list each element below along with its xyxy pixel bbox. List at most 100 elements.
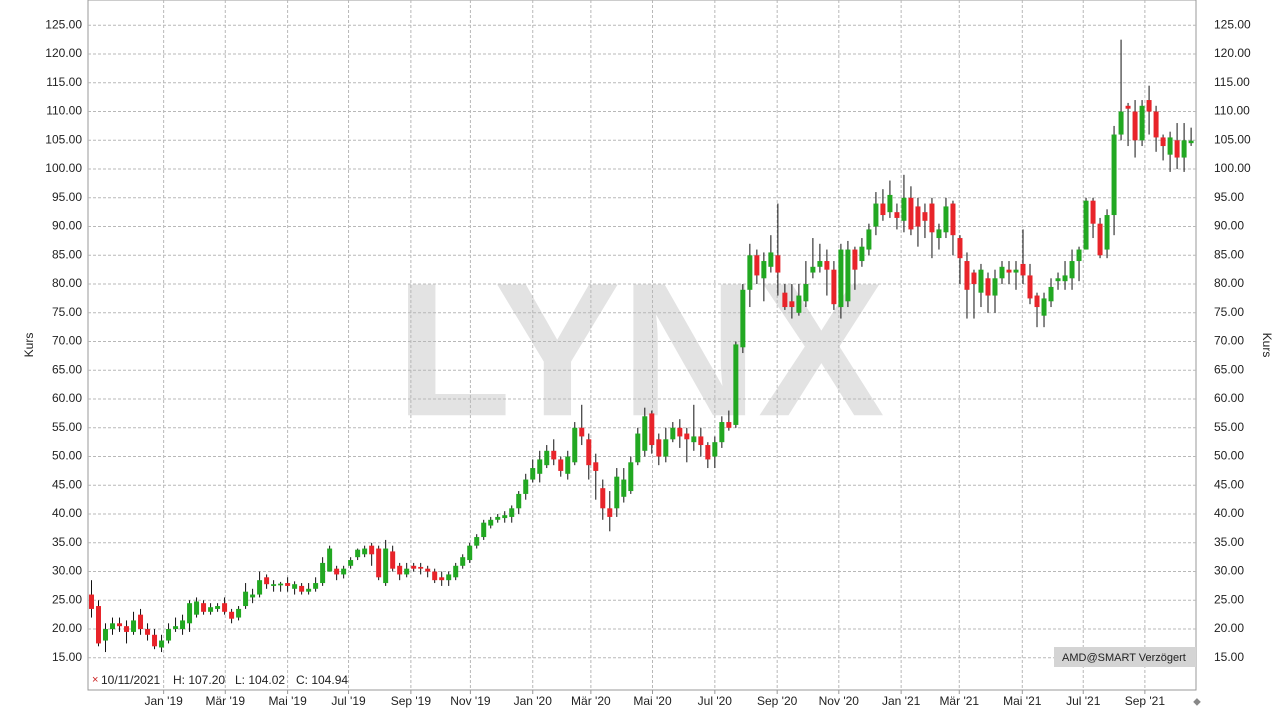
candle-body (600, 488, 606, 509)
y-tick-label: 60.00 (52, 391, 82, 405)
candle-body (936, 229, 942, 239)
y-tick-label: 45.00 (52, 477, 82, 491)
y-tick-label: 125.00 (45, 17, 82, 31)
candle-body (215, 606, 221, 609)
candle-body (299, 585, 305, 592)
candle-body (901, 197, 907, 221)
x-tick-label: Sep '21 (1125, 694, 1166, 708)
candle-body (348, 560, 354, 566)
y2-tick-label: 125.00 (1214, 17, 1251, 31)
candle-body (166, 629, 172, 641)
candle-body (369, 545, 375, 555)
candle-body (796, 295, 802, 313)
candle-body (509, 508, 515, 517)
candle-body (985, 278, 991, 296)
x-tick-label: Jan '20 (514, 694, 553, 708)
candle-body (572, 427, 578, 463)
y2-axis-label: Kurs (1260, 333, 1274, 358)
y-tick-label: 120.00 (45, 46, 82, 60)
candle-body (460, 557, 466, 566)
candle-body (334, 568, 340, 575)
candle-body (292, 584, 298, 589)
candle-body (824, 261, 830, 270)
candle-body (229, 611, 235, 619)
x-tick-label: Jan '21 (882, 694, 921, 708)
candle-body (866, 229, 872, 250)
y2-tick-label: 35.00 (1214, 535, 1244, 549)
candle-body (488, 519, 494, 526)
y-tick-label: 25.00 (52, 592, 82, 606)
candle-body (103, 629, 109, 641)
candle-body (957, 238, 963, 259)
candle-body (201, 603, 207, 612)
x-tick-label: Jul '20 (698, 694, 733, 708)
candle-body (614, 476, 620, 509)
y-tick-label: 55.00 (52, 420, 82, 434)
candle-body (1041, 298, 1047, 316)
candle-body (754, 255, 760, 276)
y2-tick-label: 85.00 (1214, 247, 1244, 261)
x-tick-label: Sep '20 (757, 694, 798, 708)
y-tick-label: 80.00 (52, 276, 82, 290)
candle-body (390, 551, 396, 569)
candle-body (586, 439, 592, 466)
candle-body (852, 249, 858, 270)
candle-body (719, 422, 725, 443)
candle-body (978, 269, 984, 293)
candle-body (1146, 100, 1152, 112)
candle-body (740, 289, 746, 348)
candle-body (726, 422, 732, 428)
candle-body (558, 459, 564, 471)
y2-tick-label: 120.00 (1214, 46, 1251, 60)
candle-body (439, 577, 445, 581)
y2-tick-label: 20.00 (1214, 621, 1244, 635)
candle-body (362, 548, 368, 555)
candle-body (1034, 295, 1040, 308)
candle-body (187, 603, 193, 624)
y2-tick-label: 60.00 (1214, 391, 1244, 405)
plot-area (87, 0, 1197, 691)
marker-icon: × (92, 674, 98, 686)
scroll-arrow[interactable]: ◆ (1193, 697, 1201, 708)
candle-body (250, 594, 256, 598)
candle-body (747, 255, 753, 290)
y2-tick-label: 30.00 (1214, 564, 1244, 578)
x-tick-label: Jul '21 (1066, 694, 1101, 708)
candle-body (838, 249, 844, 308)
candle-body (1160, 137, 1166, 147)
y2-tick-label: 15.00 (1214, 650, 1244, 664)
candle-body (1125, 105, 1131, 109)
candle-body (712, 442, 718, 457)
candle-body (873, 203, 879, 227)
candle-body (915, 206, 921, 227)
candle-body (859, 246, 865, 262)
candle-body (313, 583, 319, 589)
candle-body (495, 516, 501, 520)
candle-body (691, 436, 697, 443)
y-tick-label: 100.00 (45, 161, 82, 175)
x-tick-label: Jul '19 (331, 694, 366, 708)
candle-body (656, 439, 662, 457)
candle-body (257, 580, 263, 595)
y2-tick-label: 40.00 (1214, 506, 1244, 520)
candle-body (544, 450, 550, 466)
candle-body (635, 433, 641, 463)
candle-body (663, 439, 669, 457)
candle-body (607, 508, 613, 517)
candle-body (1167, 137, 1173, 155)
candle-body (999, 266, 1005, 279)
candle-body (768, 252, 774, 267)
candle-body (110, 623, 116, 630)
watermark: LYNX (395, 244, 884, 456)
candle-body (502, 515, 508, 519)
candle-body (642, 416, 648, 451)
x-tick-label: Mai '19 (268, 694, 307, 708)
candle-body (355, 549, 361, 558)
candle-body (565, 456, 571, 474)
candle-body (1104, 215, 1110, 250)
y2-tick-label: 70.00 (1214, 334, 1244, 348)
x-tick-label: Mär '19 (205, 694, 245, 708)
candle-body (327, 548, 333, 572)
candle-body (159, 640, 165, 648)
candle-body (180, 620, 186, 630)
